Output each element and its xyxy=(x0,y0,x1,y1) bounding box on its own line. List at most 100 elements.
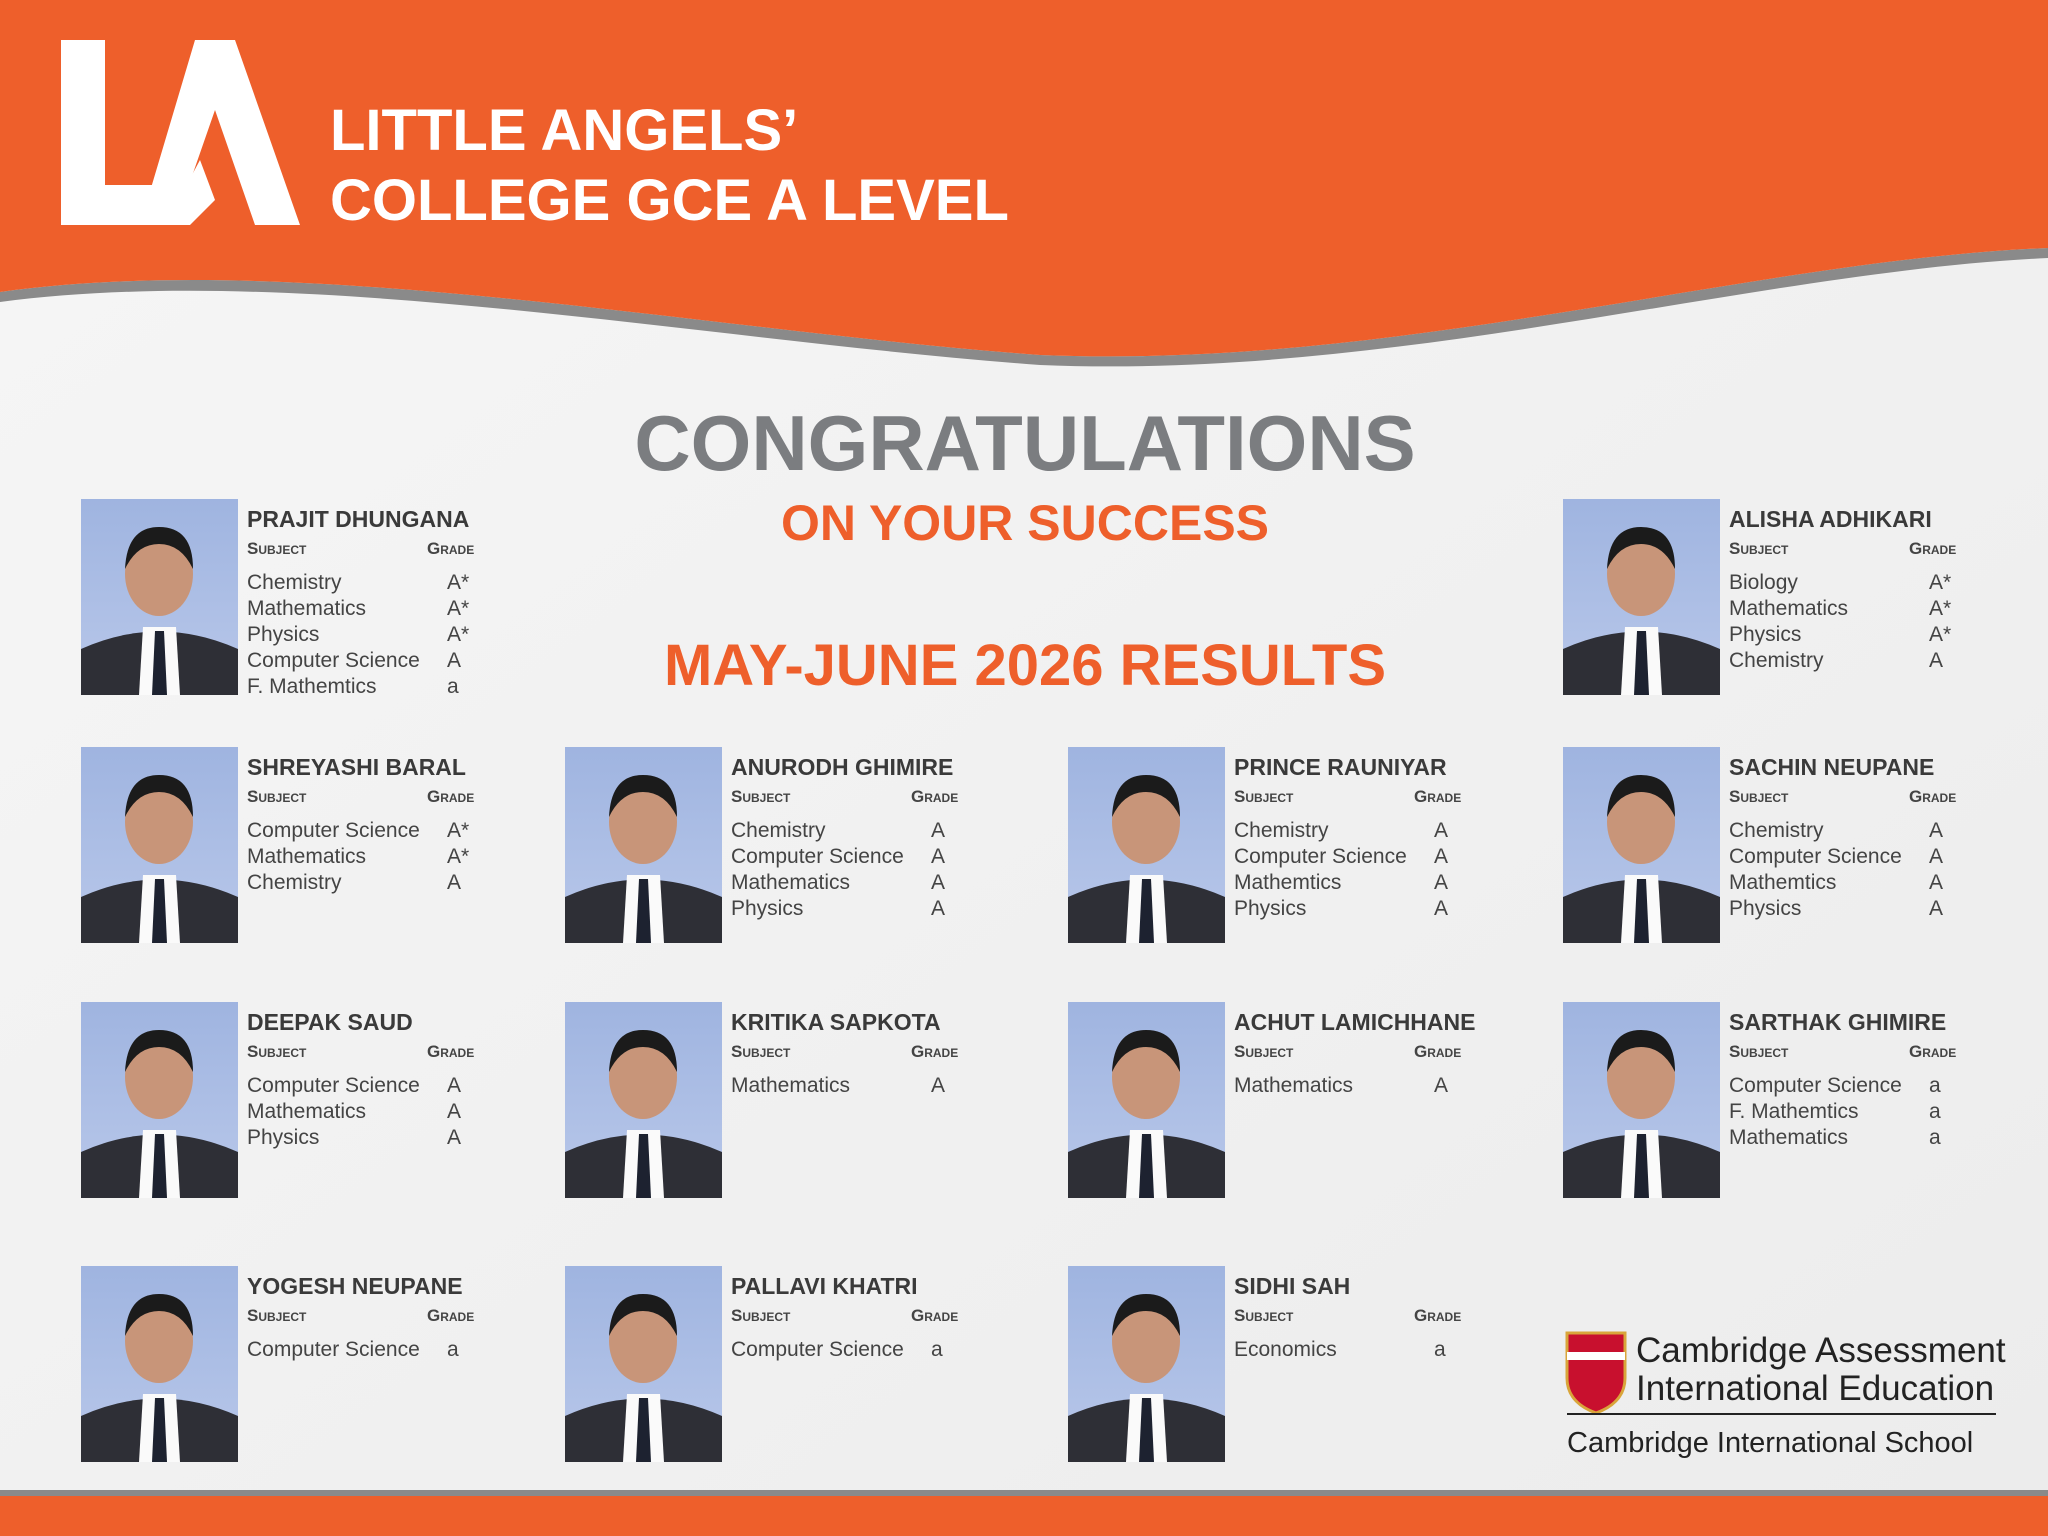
grade-label: Grade xyxy=(1909,787,1956,806)
grade: A xyxy=(1434,871,1448,894)
subject: Biology xyxy=(1729,571,1798,594)
grade: A xyxy=(931,845,945,868)
grade: A* xyxy=(447,597,469,620)
subject: Mathematics xyxy=(247,1100,366,1123)
grade: A xyxy=(931,819,945,842)
subject: Chemistry xyxy=(1729,649,1824,672)
grade: A xyxy=(1929,649,1943,672)
wave-line xyxy=(0,248,2048,367)
subject: Chemistry xyxy=(247,571,342,594)
subject: Computer Science xyxy=(731,1338,904,1361)
subject: Chemistry xyxy=(1729,819,1824,842)
subject: Computer Science xyxy=(1234,845,1407,868)
subject-label: Subject xyxy=(247,1042,307,1061)
student-name: PRAJIT DHUNGANA xyxy=(247,506,469,532)
grade: a xyxy=(447,1338,459,1361)
student-name: PALLAVI KHATRI xyxy=(731,1273,918,1299)
grade: a xyxy=(1434,1338,1446,1361)
subject: Computer Science xyxy=(247,1338,420,1361)
photo-tie xyxy=(1139,1134,1154,1198)
grade: A xyxy=(447,1074,461,1097)
photo-hair xyxy=(1112,1294,1180,1336)
grade-label: Grade xyxy=(911,1306,958,1325)
subject-label: Subject xyxy=(247,1306,307,1325)
grade: A* xyxy=(1929,571,1951,594)
grade-label: Grade xyxy=(1909,539,1956,558)
header-band xyxy=(0,0,2048,357)
brand-line: Cambridge Assessment xyxy=(1636,1331,2006,1370)
photo-head xyxy=(125,1035,193,1119)
student-name: SIDHI SAH xyxy=(1234,1273,1350,1299)
subject: F. Mathemtics xyxy=(1729,1100,1859,1123)
photo-head xyxy=(609,1035,677,1119)
photo-hair xyxy=(125,1294,193,1336)
subject-label: Subject xyxy=(1234,1306,1294,1325)
grade: A xyxy=(1434,1074,1448,1097)
photo-hair xyxy=(1607,1030,1675,1072)
photo-hair xyxy=(1112,775,1180,817)
subject: Mathematics xyxy=(247,845,366,868)
header-title: LITTLE ANGELS’ xyxy=(330,98,798,163)
grade: A xyxy=(1434,845,1448,868)
subject: Mathematics xyxy=(247,597,366,620)
grade: A xyxy=(447,649,461,672)
grade: A xyxy=(1929,845,1943,868)
grade: A* xyxy=(447,571,469,594)
photo-head xyxy=(1112,1299,1180,1383)
crest-band xyxy=(1567,1352,1625,1360)
photo-head xyxy=(609,780,677,864)
subject-label: Subject xyxy=(1234,787,1294,806)
subject: Mathemtics xyxy=(1729,871,1836,894)
grade: A xyxy=(447,1126,461,1149)
subject: Mathematics xyxy=(1234,1074,1353,1097)
student-name: SACHIN NEUPANE xyxy=(1729,754,1934,780)
subject: Chemistry xyxy=(731,819,826,842)
photo-hair xyxy=(125,1030,193,1072)
grade: a xyxy=(447,675,459,698)
grade-label: Grade xyxy=(1414,1306,1461,1325)
photo-head xyxy=(125,780,193,864)
grade-label: Grade xyxy=(911,787,958,806)
subject: Economics xyxy=(1234,1338,1337,1361)
subject: Mathematics xyxy=(1729,597,1848,620)
grade: A xyxy=(1929,871,1943,894)
subject-label: Subject xyxy=(1729,539,1789,558)
photo-tie xyxy=(636,879,651,943)
photo-hair xyxy=(1112,1030,1180,1072)
subject-label: Subject xyxy=(731,1306,791,1325)
grade-label: Grade xyxy=(911,1042,958,1061)
photo-hair xyxy=(1607,775,1675,817)
subject: Computer Science xyxy=(1729,845,1902,868)
headline: CONGRATULATIONS xyxy=(634,399,1415,487)
photo-head xyxy=(125,532,193,616)
grade: a xyxy=(1929,1126,1941,1149)
subject: Physics xyxy=(247,623,319,646)
grade-label: Grade xyxy=(427,1306,474,1325)
student-name: ALISHA ADHIKARI xyxy=(1729,506,1932,532)
subject-label: Subject xyxy=(1729,1042,1789,1061)
subject-label: Subject xyxy=(731,787,791,806)
grade: A xyxy=(1929,819,1943,842)
photo-tie xyxy=(636,1398,651,1462)
student-name: DEEPAK SAUD xyxy=(247,1009,413,1035)
subject: Mathematics xyxy=(731,1074,850,1097)
subject: Mathematics xyxy=(1729,1126,1848,1149)
subject: Physics xyxy=(1234,897,1306,920)
footer-band xyxy=(0,1496,2048,1536)
subject-label: Subject xyxy=(1729,787,1789,806)
brand-line: International Education xyxy=(1636,1369,1994,1408)
subject: Computer Science xyxy=(1729,1074,1902,1097)
grade-label: Grade xyxy=(427,539,474,558)
photo-hair xyxy=(609,1030,677,1072)
photo-head xyxy=(1112,780,1180,864)
header-title: COLLEGE GCE A LEVEL xyxy=(330,168,1009,233)
grade-label: Grade xyxy=(1909,1042,1956,1061)
grade: A xyxy=(447,871,461,894)
grade-label: Grade xyxy=(427,1042,474,1061)
grade: A xyxy=(447,1100,461,1123)
photo-tie xyxy=(1634,879,1649,943)
grade: A* xyxy=(447,845,469,868)
crest xyxy=(1565,1331,1627,1415)
